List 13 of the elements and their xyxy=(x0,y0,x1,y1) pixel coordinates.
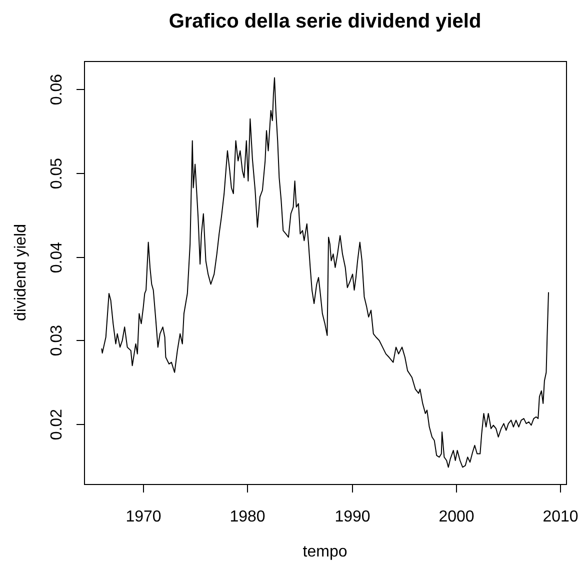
y-tick-label: 0.06 xyxy=(48,74,66,106)
chart-title: Grafico della serie dividend yield xyxy=(168,10,482,33)
y-tick-label: 0.03 xyxy=(48,324,66,356)
x-tick-label: 2000 xyxy=(438,508,474,526)
y-axis-title: dividend yield xyxy=(12,224,30,321)
x-tick-label: 1980 xyxy=(230,508,266,526)
x-tick-label: 1970 xyxy=(126,508,162,526)
y-tick-label: 0.05 xyxy=(48,158,66,190)
y-tick-label: 0.04 xyxy=(48,242,66,274)
x-tick-label: 1990 xyxy=(334,508,370,526)
x-axis-title: tempo xyxy=(302,543,348,560)
x-tick-label: 2010 xyxy=(542,508,578,526)
y-tick-label: 0.02 xyxy=(48,408,66,440)
